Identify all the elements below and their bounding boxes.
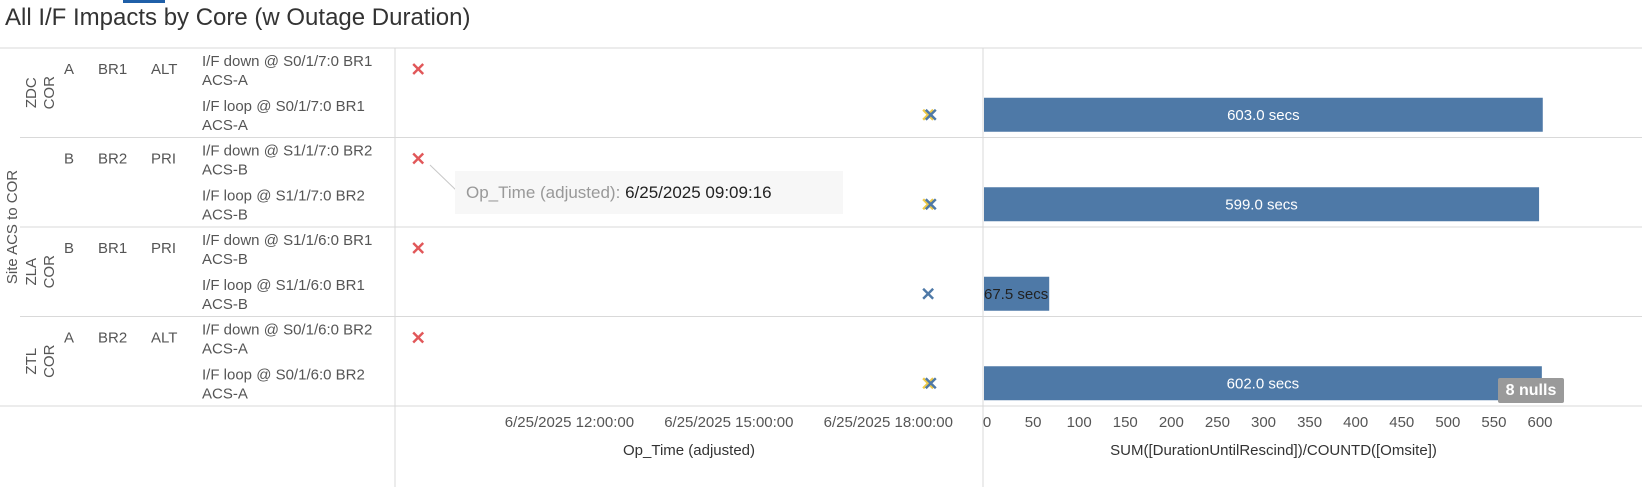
row-event-label: ACS-B — [202, 251, 248, 268]
row-event-label: ACS-A — [202, 72, 248, 89]
row-branch: BR1 — [98, 240, 127, 257]
axes: 6/25/2025 12:00:00 6/25/2025 15:00:00 6/25… — [505, 414, 1553, 459]
mark-stroke — [924, 108, 937, 121]
scatter-point-yellow — [922, 108, 934, 121]
bar-data-label: 602.0 secs — [1227, 375, 1300, 392]
row-event-label: I/F down @ S1/1/6:0 BR1 — [202, 232, 372, 249]
duration-bar — [984, 187, 1540, 222]
bar-axis-title: SUM([DurationUntilRescind])/COUNTD([Omsi… — [1110, 442, 1437, 459]
row-event-label: ACS-B — [202, 296, 248, 313]
group-label: COR — [41, 255, 58, 289]
scatter-point-blue — [924, 377, 937, 390]
grid-layer — [0, 47, 1642, 487]
bar-tick-label: 500 — [1435, 414, 1460, 431]
scatter-point-red — [412, 331, 425, 344]
x-tick-label: 6/25/2025 18:00:00 — [824, 414, 953, 431]
chart-title: All I/F Impacts by Core (w Outage Durati… — [5, 4, 471, 31]
duration-bar — [984, 97, 1543, 132]
bar-tick-label: 450 — [1389, 414, 1414, 431]
group-label: ZLA — [23, 258, 40, 286]
tooltip-value: 6/25/2025 09:09:16 — [625, 183, 772, 202]
scatter-point-red — [412, 152, 425, 165]
bar-tick-label: 600 — [1527, 414, 1552, 431]
mark-stroke — [922, 198, 934, 211]
x-axis-title: Op_Time (adjusted) — [623, 442, 755, 459]
scatter-point-red — [412, 242, 425, 254]
row-event-label: I/F loop @ S0/1/6:0 BR2 — [202, 366, 365, 383]
duration-bar — [984, 366, 1542, 401]
bar-data-label: 603.0 secs — [1227, 107, 1300, 124]
bar-tick-label: 550 — [1481, 414, 1506, 431]
row-site-letter: B — [64, 240, 74, 257]
mark-stroke — [924, 198, 937, 211]
mark-stroke — [922, 287, 934, 300]
mark-stroke — [412, 242, 425, 254]
row-site-letter: A — [64, 330, 74, 347]
row-event-label: ACS-B — [202, 206, 248, 223]
bar-tick-label: 200 — [1159, 414, 1184, 431]
tooltip-leader — [429, 164, 459, 193]
row-event-label: ACS-A — [202, 117, 248, 134]
group-label: ZTL — [23, 348, 40, 375]
duration-bar — [984, 276, 1050, 311]
row-role: PRI — [151, 151, 176, 168]
scatter-point-blue — [924, 198, 937, 211]
group-label: COR — [41, 344, 58, 378]
row-branch: BR1 — [98, 61, 127, 78]
scatter-point-yellow — [922, 377, 934, 390]
bar-pane: 603.0 secs 599.0 secs 67.5 secs 602.0 secs — [984, 97, 1543, 401]
bar-tick-label: 150 — [1113, 414, 1138, 431]
row-branch: BR2 — [98, 151, 127, 168]
row-event-label: ACS-A — [202, 341, 248, 358]
outer-dimension-label: Site ACS to COR — [4, 170, 21, 284]
x-tick-label: 6/25/2025 15:00:00 — [664, 414, 793, 431]
bar-tick-label: 300 — [1251, 414, 1276, 431]
scatter-point-blue — [924, 108, 937, 121]
mark-stroke — [412, 152, 425, 165]
row-role: ALT — [151, 330, 177, 347]
mark-stroke — [924, 377, 937, 390]
tooltip-field: Op_Time (adjusted): — [466, 183, 621, 202]
bar-tick-label: 350 — [1297, 414, 1322, 431]
row-role: PRI — [151, 240, 176, 257]
scatter-point-red — [412, 63, 425, 75]
mark-stroke — [922, 377, 934, 390]
bar-tick-label: 250 — [1205, 414, 1230, 431]
bar-tick-label: 0 — [983, 414, 991, 431]
mark-stroke — [922, 108, 934, 121]
bar-tick-label: 100 — [1067, 414, 1092, 431]
title-accent-line — [123, 0, 165, 3]
row-event-label: I/F loop @ S1/1/6:0 BR1 — [202, 277, 365, 294]
x-tick-label: 6/25/2025 12:00:00 — [505, 414, 634, 431]
row-site-letter: B — [64, 151, 74, 168]
row-event-label: I/F down @ S0/1/6:0 BR2 — [202, 322, 372, 339]
row-event-label: I/F down @ S1/1/7:0 BR2 — [202, 143, 372, 160]
row-role: ALT — [151, 61, 177, 78]
group-label: ZDC — [23, 77, 40, 108]
scatter-point-yellow — [922, 198, 934, 211]
row-event-label: ACS-B — [202, 162, 248, 179]
row-site-letter: A — [64, 61, 74, 78]
scatter-pane — [412, 63, 937, 390]
bar-tick-label: 400 — [1343, 414, 1368, 431]
bar-tick-label: 50 — [1025, 414, 1042, 431]
group-label: COR — [41, 76, 58, 110]
scatter-point-blue — [922, 287, 934, 300]
bar-data-label: 67.5 secs — [984, 286, 1048, 303]
row-event-label: I/F down @ S0/1/7:0 BR1 — [202, 53, 372, 70]
row-branch: BR2 — [98, 330, 127, 347]
tooltip: Op_Time (adjusted): 6/25/2025 09:09:16 — [455, 171, 843, 214]
mark-stroke — [412, 63, 425, 75]
nulls-indicator[interactable]: 8 nulls — [1498, 378, 1564, 403]
row-event-label: I/F loop @ S1/1/7:0 BR2 — [202, 187, 365, 204]
row-event-label: I/F loop @ S0/1/7:0 BR1 — [202, 98, 365, 115]
bar-data-label: 599.0 secs — [1225, 196, 1298, 213]
mark-stroke — [412, 331, 425, 344]
row-event-label: ACS-A — [202, 385, 248, 402]
